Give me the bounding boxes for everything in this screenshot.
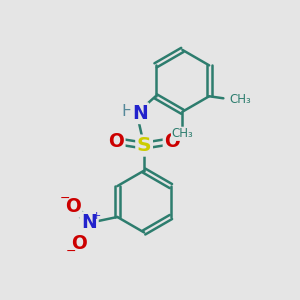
Text: O: O xyxy=(71,234,87,253)
Text: −: − xyxy=(60,192,70,205)
Text: −: − xyxy=(66,245,76,258)
Text: CH₃: CH₃ xyxy=(230,93,251,106)
Text: N: N xyxy=(82,213,97,232)
Text: H: H xyxy=(122,104,134,119)
Text: O: O xyxy=(164,132,180,151)
Text: O: O xyxy=(108,132,124,151)
Text: O: O xyxy=(65,197,81,216)
Text: +: + xyxy=(92,211,101,220)
Text: S: S xyxy=(137,136,152,155)
Text: CH₃: CH₃ xyxy=(172,127,193,140)
Text: N: N xyxy=(132,104,148,123)
